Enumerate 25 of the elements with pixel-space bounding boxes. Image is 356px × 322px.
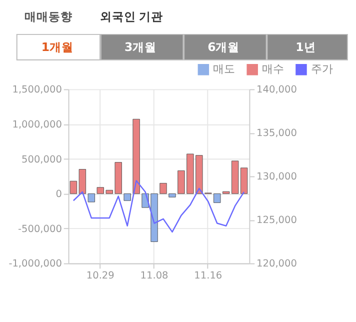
y-tick-label: 0 [56,189,62,200]
x-tick-label: 10.29 [86,270,114,282]
y-tick-label: -500,000 [18,224,62,235]
text: 1년 [296,40,316,54]
x-tick-label: 11.08 [140,270,168,282]
line-series [72,180,245,233]
y-tick-label: 1,000,000 [12,119,62,130]
y-tick-label: 500,000 [22,154,62,166]
y-tick-label: 1,500,000 [12,84,62,96]
legend-label: 매수 [262,62,284,76]
y-tick-label: -1,000,000 [8,258,62,270]
y2-tick-label: 125,000 [256,215,297,226]
chart-title: 매매동향 [24,10,73,24]
legend-label: 주가 [311,62,334,76]
text: 외국인 [100,10,136,24]
x-tick-label: 11.16 [194,270,222,282]
y2-tick-label: 135,000 [256,128,297,140]
text: 기관 [139,10,164,24]
text: 6개월 [208,40,240,54]
legend-label: 매도 [213,62,236,76]
text: 1개월 [41,40,74,54]
y2-tick-label: 140,000 [256,84,297,96]
y2-tick-label: 120,000 [256,258,297,270]
text: 3개월 [124,40,157,54]
y2-tick-label: 130,000 [256,172,297,183]
